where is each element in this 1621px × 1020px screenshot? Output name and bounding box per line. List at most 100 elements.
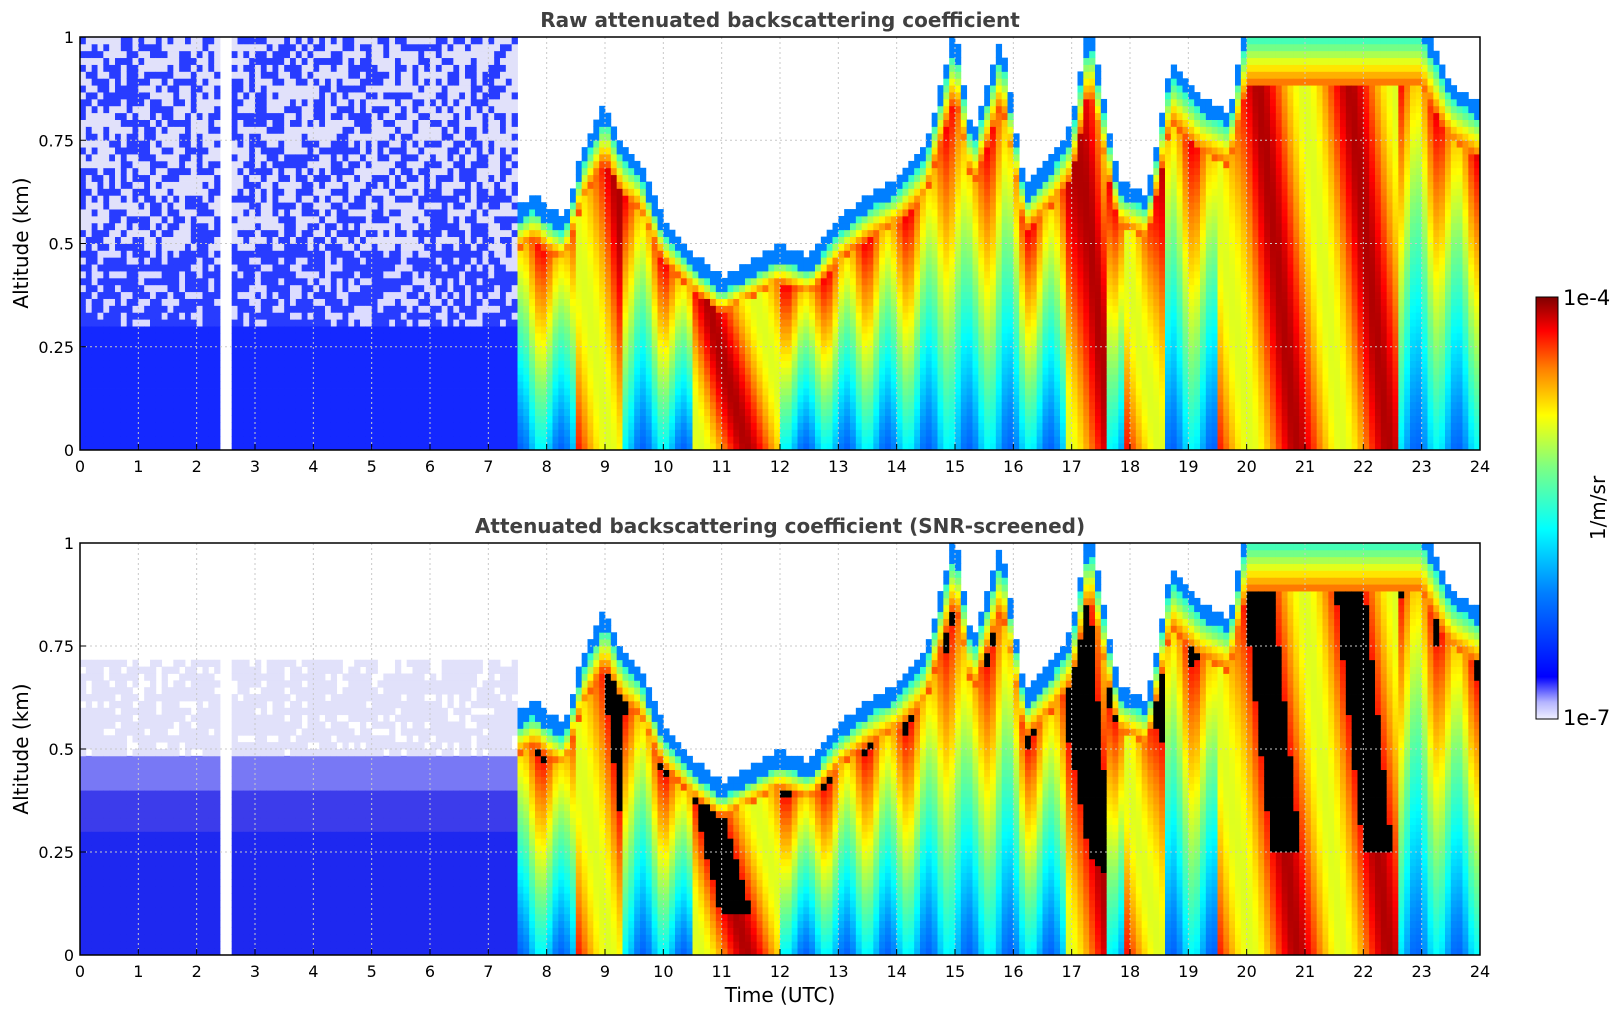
heatmap-cell-raw [412, 202, 419, 210]
heatmap-cell-raw [272, 422, 279, 430]
heatmap-cell-raw [179, 243, 186, 251]
heatmap-cell-raw [249, 202, 256, 210]
heatmap-cell-raw [383, 105, 390, 114]
heatmap-cell-raw [202, 209, 209, 217]
heatmap-cell-raw [395, 401, 402, 410]
heatmap-cell-raw [459, 443, 466, 450]
heatmap-cell-raw [97, 105, 104, 114]
heatmap-cell-raw [272, 388, 279, 396]
heatmap-cell-raw [330, 37, 338, 45]
heatmap-cell-raw [290, 229, 297, 238]
heatmap-cell-raw [249, 78, 256, 86]
heatmap-cell-raw [161, 374, 168, 382]
heatmap-cell-raw [109, 388, 116, 396]
heatmap-cell-raw [342, 339, 349, 348]
heatmap-cell-raw [511, 271, 518, 279]
heatmap-cell-raw [389, 119, 396, 127]
heatmap-cell-raw [179, 222, 186, 231]
heatmap-cell-raw [453, 408, 460, 416]
heatmap-cell-raw [150, 160, 157, 169]
heatmap-cell-raw [80, 202, 87, 210]
heatmap-cell-raw [144, 422, 151, 430]
heatmap-cell-raw [278, 408, 285, 416]
heatmap-cell-raw [278, 37, 285, 45]
heatmap-cell-raw [465, 422, 472, 430]
heatmap-cell-raw [231, 401, 238, 410]
heatmap-cell-raw [266, 160, 273, 169]
heatmap-cell-raw [435, 98, 443, 107]
heatmap-cell-raw [179, 98, 186, 107]
heatmap-cell-raw [243, 374, 250, 382]
heatmap-cell-raw [453, 236, 460, 244]
heatmap-cell-raw [593, 167, 600, 176]
heatmap-cell-raw [593, 353, 600, 361]
heatmap-cell-raw [476, 401, 483, 410]
heatmap-cell-raw [424, 215, 431, 224]
heatmap-cell-raw [179, 229, 186, 238]
heatmap-cell-raw [120, 174, 128, 182]
heatmap-cell-raw [278, 388, 285, 396]
heatmap-cell-raw [202, 284, 209, 293]
heatmap-cell-raw [284, 167, 291, 176]
heatmap-cell-raw [511, 174, 518, 182]
heatmap-cell-raw [330, 215, 338, 224]
heatmap-cell-raw [190, 71, 198, 79]
heatmap-cell-raw [150, 374, 157, 382]
heatmap-cell-raw [85, 319, 93, 327]
heatmap-cell-raw [435, 243, 443, 251]
heatmap-cell-raw [371, 436, 378, 444]
heatmap-cell-raw [173, 188, 180, 196]
heatmap-cell-raw [505, 319, 513, 327]
heatmap-cell-raw [97, 229, 104, 238]
heatmap-cell-raw [155, 57, 163, 65]
heatmap-cell-raw [237, 57, 244, 65]
heatmap-cell-raw [91, 332, 98, 341]
heatmap-cell-raw [249, 57, 256, 65]
heatmap-cell-raw [494, 98, 501, 107]
heatmap-cell-raw [424, 332, 431, 341]
heatmap-cell-raw [587, 429, 594, 437]
heatmap-cell-raw [272, 271, 279, 279]
heatmap-cell-raw [599, 147, 606, 155]
heatmap-cell-raw [535, 195, 542, 203]
heatmap-cell-raw [103, 401, 110, 410]
heatmap-cell-raw [570, 319, 577, 327]
heatmap-cell-raw [266, 202, 273, 210]
heatmap-cell-raw [459, 154, 466, 162]
heatmap-cell-raw [313, 429, 320, 437]
heatmap-cell-raw [389, 195, 396, 203]
heatmap-cell-raw [354, 98, 361, 107]
heatmap-cell-raw [488, 360, 495, 368]
heatmap-cell-raw [406, 215, 413, 224]
heatmap-cell-raw [138, 381, 145, 389]
heatmap-cell-raw [470, 57, 478, 65]
heatmap-cell-raw [155, 119, 163, 127]
heatmap-cell-raw [599, 381, 606, 389]
heatmap-cell-raw [564, 284, 571, 293]
heatmap-cell-raw [307, 105, 314, 114]
heatmap-cell-raw [214, 243, 221, 251]
heatmap-cell-raw [587, 140, 594, 148]
heatmap-cell-raw [196, 98, 203, 107]
heatmap-cell-raw [406, 401, 413, 410]
heatmap-cell-raw [593, 291, 600, 299]
heatmap-cell-raw [447, 126, 454, 134]
heatmap-cell-raw [150, 71, 157, 79]
heatmap-cell-raw [295, 346, 303, 355]
heatmap-cell-raw [132, 43, 139, 52]
heatmap-cell-raw [523, 277, 530, 286]
heatmap-cell-raw [435, 298, 443, 306]
heatmap-cell-raw [348, 188, 355, 196]
heatmap-cell-raw [260, 50, 268, 59]
heatmap-cell-raw [599, 188, 606, 196]
heatmap-cell-raw [430, 112, 437, 120]
heatmap-cell-raw [266, 229, 273, 238]
heatmap-cell-raw [453, 291, 460, 299]
heatmap-cell-raw [558, 236, 565, 244]
heatmap-cell-raw [179, 415, 186, 423]
heatmap-cell-raw [406, 264, 413, 272]
heatmap-cell-raw [243, 257, 250, 265]
heatmap-cell-raw [581, 195, 588, 203]
heatmap-cell-raw [80, 229, 87, 238]
heatmap-cell-raw [313, 209, 320, 217]
